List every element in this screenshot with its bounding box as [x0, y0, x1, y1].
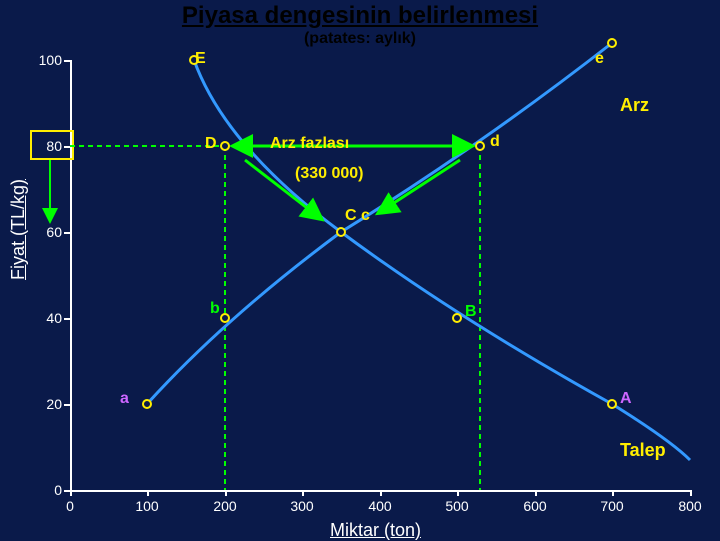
x-tick	[690, 490, 692, 496]
y-label-100: 100	[22, 52, 62, 68]
y-label-0: 0	[22, 482, 62, 498]
y-axis-title: Fiyat (TL/kg)	[8, 179, 29, 280]
x-label-500: 500	[437, 498, 477, 514]
chart-svg	[70, 60, 690, 490]
x-label-600: 600	[515, 498, 555, 514]
x-tick	[225, 490, 227, 496]
label-B: B	[465, 303, 477, 321]
chart-title: Piyasa dengesinin belirlenmesi	[0, 2, 720, 30]
y-label-20: 20	[22, 396, 62, 412]
demand-curve-label: Talep	[620, 440, 666, 461]
x-label-300: 300	[282, 498, 322, 514]
x-tick	[612, 490, 614, 496]
label-E: E	[195, 50, 206, 68]
x-tick	[380, 490, 382, 496]
label-Cc: C c	[345, 207, 370, 225]
surplus-qty: (330 000)	[295, 165, 364, 183]
label-b: b	[210, 300, 220, 318]
label-A: A	[620, 390, 632, 408]
label-D: D	[205, 135, 217, 153]
x-label-800: 800	[670, 498, 710, 514]
x-label-200: 200	[205, 498, 245, 514]
x-label-100: 100	[127, 498, 167, 514]
label-a: a	[120, 390, 129, 408]
x-label-0: 0	[50, 498, 90, 514]
x-tick	[535, 490, 537, 496]
x-tick	[70, 490, 72, 496]
x-axis-title: Miktar (ton)	[330, 520, 421, 541]
x-tick	[457, 490, 459, 496]
supply-curve-label: Arz	[620, 95, 649, 116]
x-label-700: 700	[592, 498, 632, 514]
y-label-40: 40	[22, 310, 62, 326]
label-e: e	[595, 50, 604, 68]
price-highlight-box	[30, 130, 74, 160]
label-d: d	[490, 133, 500, 151]
x-tick	[302, 490, 304, 496]
x-tick	[147, 490, 149, 496]
x-label-400: 400	[360, 498, 400, 514]
surplus-label: Arz fazlası	[270, 135, 349, 153]
